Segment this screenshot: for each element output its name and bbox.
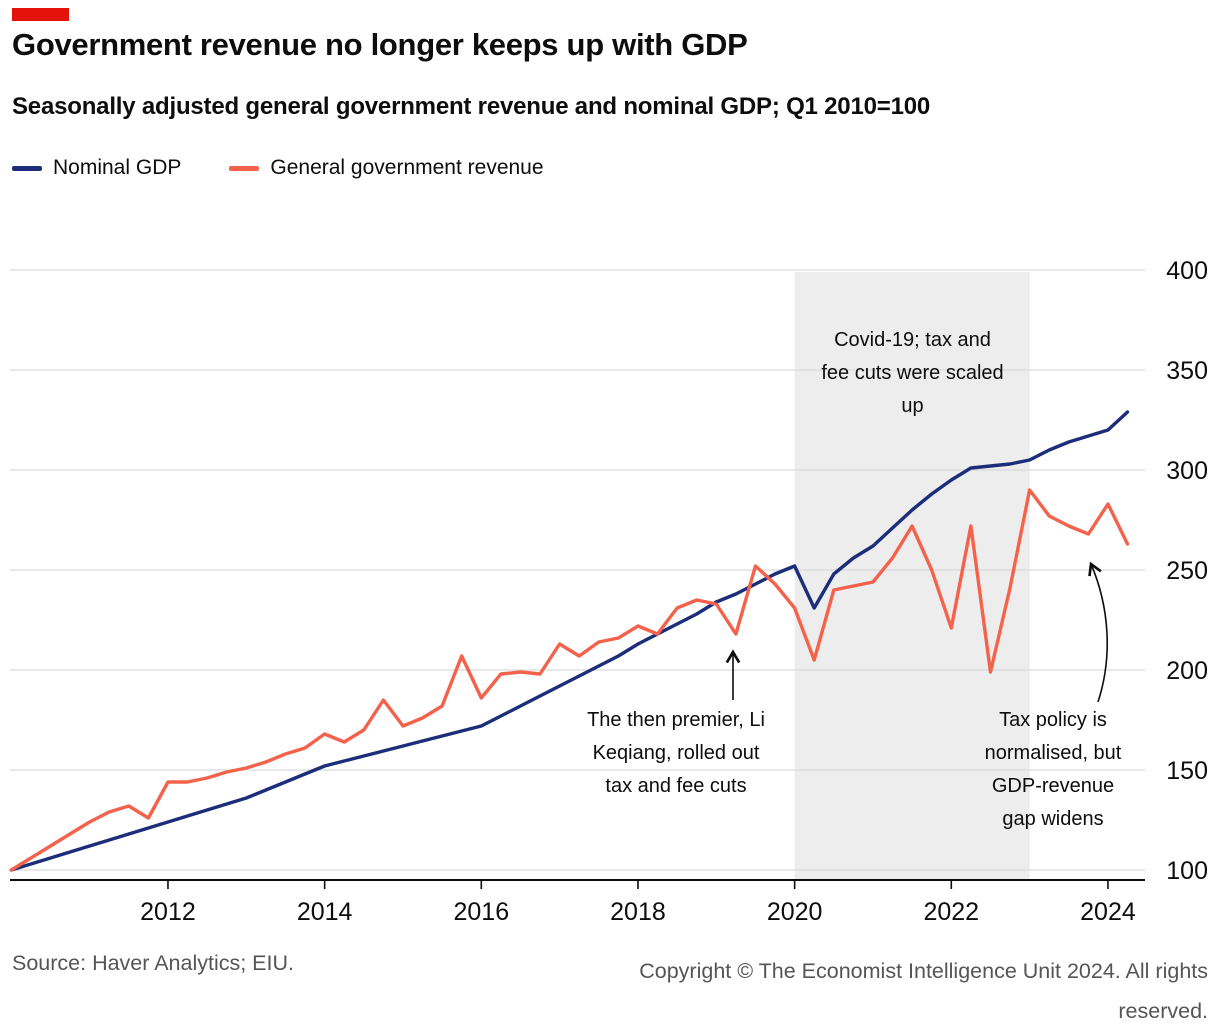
y-tick-label: 350 [1166,357,1208,385]
x-tick-label: 2022 [923,898,979,926]
revenue-line-swatch-icon [229,165,260,171]
x-tick-label: 2012 [140,898,196,926]
brand-accent-bar [12,8,69,21]
x-tick-label: 2024 [1080,898,1136,926]
y-tick-label: 300 [1166,457,1208,485]
annotation-covid: Covid-19; tax and fee cuts were scaled u… [821,329,1004,417]
y-tick-label: 200 [1166,657,1208,685]
legend-label-nominal-gdp: Nominal GDP [53,156,182,179]
y-tick-label: 150 [1166,757,1208,785]
y-tick-label: 100 [1166,857,1208,885]
gdp-line [9,410,1130,872]
revenue-line [9,488,1130,872]
source-note: Source: Haver Analytics; EIU. [12,951,294,975]
x-tick-label: 2014 [297,898,353,926]
annotation-li-keqiang: The then premier, Li Keqiang, rolled out… [587,709,765,797]
legend-item-nominal-gdp: Nominal GDP [12,156,181,180]
legend-item-revenue: General government revenue [229,156,544,180]
gdp-line-swatch-icon [12,165,42,171]
page-title: Government revenue no longer keeps up wi… [12,27,748,62]
x-tick-label: 2020 [767,898,823,926]
chart-legend: Nominal GDP General government revenue [12,156,544,180]
chart-subtitle: Seasonally adjusted general government r… [12,93,931,120]
copyright-note: Copyright © The Economist Intelligence U… [639,959,1208,1023]
x-tick-label: 2018 [610,898,666,926]
y-tick-label: 400 [1166,257,1208,285]
tax-policy-arrow [1088,561,1108,703]
y-tick-label: 250 [1166,557,1208,585]
x-tick-label: 2016 [453,898,509,926]
legend-label-revenue: General government revenue [270,156,544,179]
annotation-tax-policy: Tax policy is normalised, but GDP-revenu… [984,709,1122,830]
